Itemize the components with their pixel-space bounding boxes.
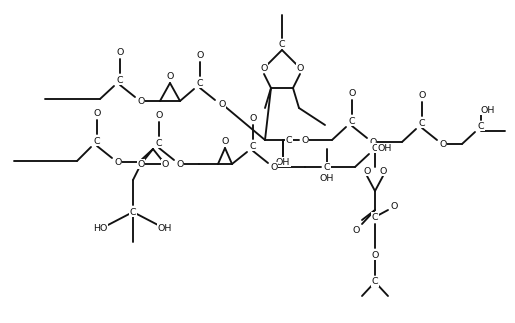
Text: C: C [419,119,425,128]
Text: O: O [116,47,124,57]
Text: C: C [197,78,203,88]
Text: O: O [138,97,145,106]
Text: O: O [221,137,229,145]
Text: O: O [380,166,387,175]
Text: O: O [161,160,169,169]
Text: C: C [94,137,100,145]
Text: O: O [439,140,447,149]
Text: O: O [114,158,122,166]
Text: OH: OH [481,106,495,114]
Text: C: C [372,143,379,152]
Text: OH: OH [378,143,392,152]
Text: C: C [279,39,285,48]
Text: OH: OH [276,158,290,166]
Text: C: C [117,76,123,85]
Text: O: O [176,160,184,169]
Text: O: O [93,109,101,118]
Text: O: O [363,166,371,175]
Text: O: O [218,99,226,109]
Text: O: O [296,64,304,72]
Text: O: O [390,202,398,211]
Text: O: O [166,71,174,80]
Text: C: C [250,141,256,151]
Text: C: C [130,207,136,216]
Text: C: C [478,121,484,130]
Text: C: C [349,117,355,126]
Text: C: C [372,277,379,287]
Text: O: O [260,64,268,72]
Text: O: O [418,90,426,99]
Text: O: O [348,89,356,98]
Text: OH: OH [320,173,334,182]
Text: O: O [352,225,359,234]
Text: O: O [270,162,278,172]
Text: O: O [301,136,308,144]
Text: C: C [156,139,162,148]
Text: C: C [324,162,330,172]
Text: O: O [156,110,163,120]
Text: O: O [371,251,379,259]
Text: C: C [286,136,293,144]
Text: O: O [369,138,376,147]
Text: O: O [196,50,204,59]
Text: HO: HO [93,224,107,233]
Text: O: O [249,113,256,122]
Text: OH: OH [158,224,172,233]
Text: C: C [372,213,379,222]
Text: O: O [138,160,145,169]
